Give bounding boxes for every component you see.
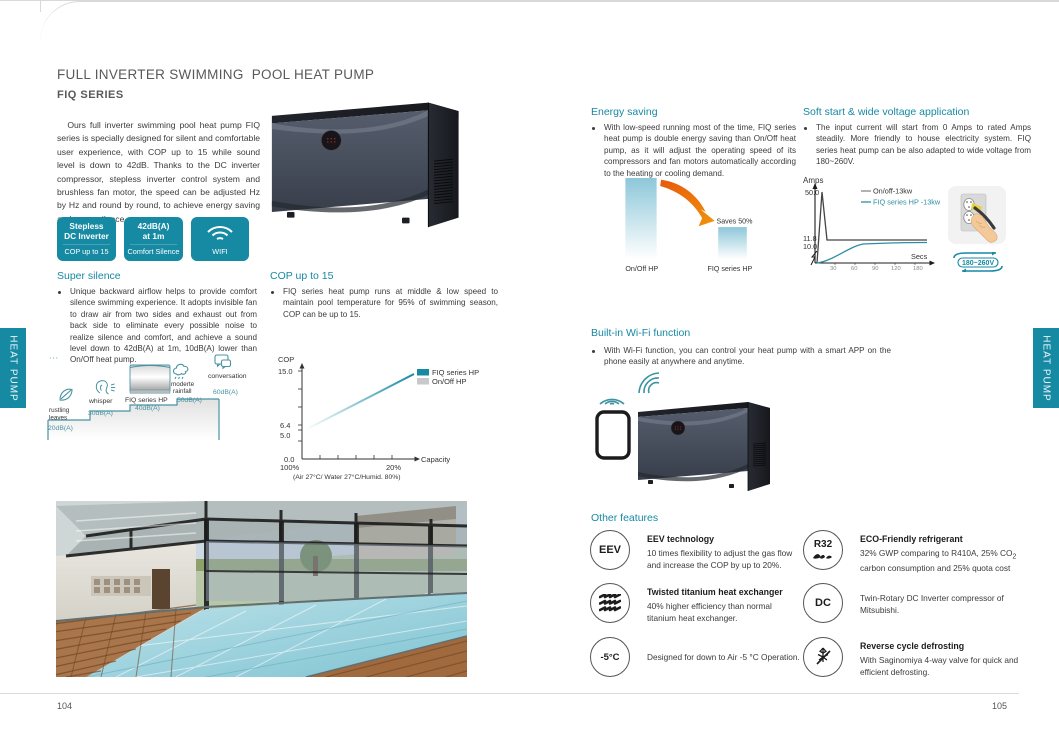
svg-text:100%: 100% [280,463,300,472]
svg-text:leaves: leaves [49,415,67,422]
svg-text:60: 60 [851,266,857,270]
svg-text:rustling: rustling [49,407,70,414]
svg-text:60dB(A): 60dB(A) [213,389,238,396]
svg-text:On/Off HP: On/Off HP [625,265,658,273]
svg-text:Capacity: Capacity [421,455,450,464]
svg-text:FIQ series HP: FIQ series HP [708,265,753,273]
svg-text:5.0: 5.0 [280,431,290,440]
svg-text:COP: COP [278,357,294,364]
svg-text:180: 180 [913,266,923,270]
svg-text:90: 90 [872,266,878,270]
svg-text:FIQ series HP: FIQ series HP [125,397,168,404]
svg-text:FIQ series HP -13kw: FIQ series HP -13kw [873,198,941,207]
svg-text:whisper: whisper [88,398,113,405]
svg-text:30: 30 [830,266,836,270]
svg-text:10.0: 10.0 [803,242,817,251]
svg-text:50.0: 50.0 [805,188,819,197]
svg-text:Amps: Amps [803,176,823,185]
svg-text:6.4: 6.4 [280,421,290,430]
svg-text:40dB(A): 40dB(A) [135,405,160,412]
svg-text:moderte: moderte [171,381,195,388]
svg-text:conversation: conversation [208,373,247,380]
svg-text:180~260V: 180~260V [962,260,994,267]
svg-text:Saves 50%: Saves 50% [716,218,753,226]
svg-text:rainfall: rainfall [173,388,192,395]
svg-text:15.0: 15.0 [278,367,293,376]
svg-text:FIQ series HP: FIQ series HP [432,368,479,377]
svg-text:20dB(A): 20dB(A) [48,425,73,432]
svg-text:30dB(A): 30dB(A) [88,410,113,417]
svg-text:Secs: Secs [911,252,928,261]
svg-text:50dB(A): 50dB(A) [177,397,202,404]
svg-text:On/off-13kw: On/off-13kw [873,187,913,196]
svg-text:120: 120 [891,266,901,270]
svg-text:On/Off HP: On/Off HP [432,377,466,386]
svg-text:(Air 27°C/ Water 27°C/Humid. 8: (Air 27°C/ Water 27°C/Humid. 80%) [293,473,401,481]
svg-text:20%: 20% [386,463,401,472]
